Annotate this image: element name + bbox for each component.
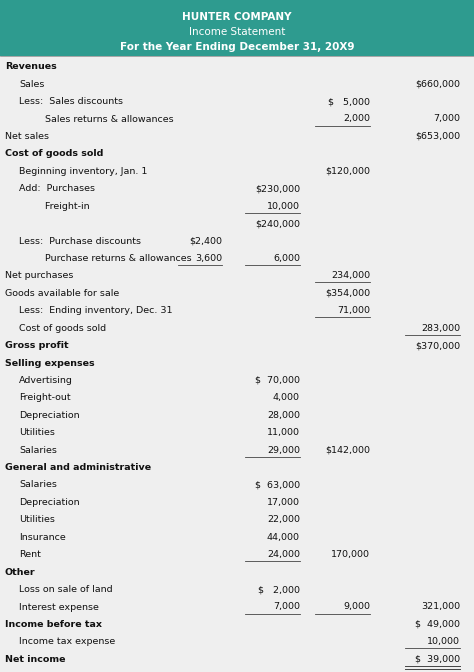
- Text: Net sales: Net sales: [5, 132, 49, 141]
- Text: $   2,000: $ 2,000: [258, 585, 300, 594]
- Text: Sales: Sales: [19, 80, 45, 89]
- Text: 71,000: 71,000: [337, 306, 370, 315]
- Text: $230,000: $230,000: [255, 184, 300, 194]
- Text: Freight-out: Freight-out: [19, 393, 71, 403]
- Text: Insurance: Insurance: [19, 533, 66, 542]
- Text: Rent: Rent: [19, 550, 41, 559]
- Text: For the Year Ending December 31, 20X9: For the Year Ending December 31, 20X9: [120, 42, 354, 52]
- Text: Gross profit: Gross profit: [5, 341, 69, 350]
- Text: Income tax expense: Income tax expense: [19, 637, 115, 646]
- Text: $370,000: $370,000: [415, 341, 460, 350]
- Text: Goods available for sale: Goods available for sale: [5, 289, 119, 298]
- Bar: [0, 0, 474, 56]
- Text: 17,000: 17,000: [267, 498, 300, 507]
- Text: $240,000: $240,000: [255, 219, 300, 228]
- Text: $660,000: $660,000: [415, 80, 460, 89]
- Text: Income Statement: Income Statement: [189, 27, 285, 37]
- Text: Beginning inventory, Jan. 1: Beginning inventory, Jan. 1: [19, 167, 147, 176]
- Text: 28,000: 28,000: [267, 411, 300, 420]
- Text: Net income: Net income: [5, 655, 65, 664]
- Text: 7,000: 7,000: [433, 114, 460, 124]
- Text: Sales returns & allowances: Sales returns & allowances: [33, 114, 173, 124]
- Text: 44,000: 44,000: [267, 533, 300, 542]
- Text: Utilities: Utilities: [19, 515, 55, 524]
- Text: Net purchases: Net purchases: [5, 271, 73, 280]
- Text: $  70,000: $ 70,000: [255, 376, 300, 385]
- Text: 22,000: 22,000: [267, 515, 300, 524]
- Text: 10,000: 10,000: [427, 637, 460, 646]
- Text: Loss on sale of land: Loss on sale of land: [19, 585, 113, 594]
- Text: Depreciation: Depreciation: [19, 498, 80, 507]
- Text: Freight-in: Freight-in: [33, 202, 90, 210]
- Text: 234,000: 234,000: [331, 271, 370, 280]
- Text: Cost of goods sold: Cost of goods sold: [5, 149, 103, 159]
- Text: 10,000: 10,000: [267, 202, 300, 210]
- Text: 11,000: 11,000: [267, 428, 300, 437]
- Text: Advertising: Advertising: [19, 376, 73, 385]
- Text: Revenues: Revenues: [5, 62, 57, 71]
- Text: Purchase returns & allowances: Purchase returns & allowances: [33, 254, 191, 263]
- Text: 6,000: 6,000: [273, 254, 300, 263]
- Text: 170,000: 170,000: [331, 550, 370, 559]
- Text: $653,000: $653,000: [415, 132, 460, 141]
- Text: $2,400: $2,400: [189, 237, 222, 245]
- Text: Cost of goods sold: Cost of goods sold: [19, 324, 106, 333]
- Text: Other: Other: [5, 568, 36, 577]
- Text: General and administrative: General and administrative: [5, 463, 151, 472]
- Text: Interest expense: Interest expense: [19, 603, 99, 612]
- Text: Less:  Ending inventory, Dec. 31: Less: Ending inventory, Dec. 31: [19, 306, 173, 315]
- Text: Salaries: Salaries: [19, 480, 57, 489]
- Text: 7,000: 7,000: [273, 603, 300, 612]
- Text: $  63,000: $ 63,000: [255, 480, 300, 489]
- Text: Income before tax: Income before tax: [5, 620, 102, 629]
- Text: Less:  Purchase discounts: Less: Purchase discounts: [19, 237, 141, 245]
- Text: $354,000: $354,000: [325, 289, 370, 298]
- Text: Selling expenses: Selling expenses: [5, 358, 95, 368]
- Text: $  39,000: $ 39,000: [415, 655, 460, 664]
- Text: 2,000: 2,000: [343, 114, 370, 124]
- Text: Less:  Sales discounts: Less: Sales discounts: [19, 97, 123, 106]
- Text: 4,000: 4,000: [273, 393, 300, 403]
- Text: Utilities: Utilities: [19, 428, 55, 437]
- Text: $  49,000: $ 49,000: [415, 620, 460, 629]
- Text: HUNTER COMPANY: HUNTER COMPANY: [182, 12, 292, 22]
- Text: $120,000: $120,000: [325, 167, 370, 176]
- Text: Add:  Purchases: Add: Purchases: [19, 184, 95, 194]
- Text: $   5,000: $ 5,000: [328, 97, 370, 106]
- Text: 24,000: 24,000: [267, 550, 300, 559]
- Text: 9,000: 9,000: [343, 603, 370, 612]
- Text: 3,600: 3,600: [195, 254, 222, 263]
- Text: 283,000: 283,000: [421, 324, 460, 333]
- Text: 29,000: 29,000: [267, 446, 300, 455]
- Text: 321,000: 321,000: [421, 603, 460, 612]
- Text: $142,000: $142,000: [325, 446, 370, 455]
- Text: Salaries: Salaries: [19, 446, 57, 455]
- Text: Depreciation: Depreciation: [19, 411, 80, 420]
